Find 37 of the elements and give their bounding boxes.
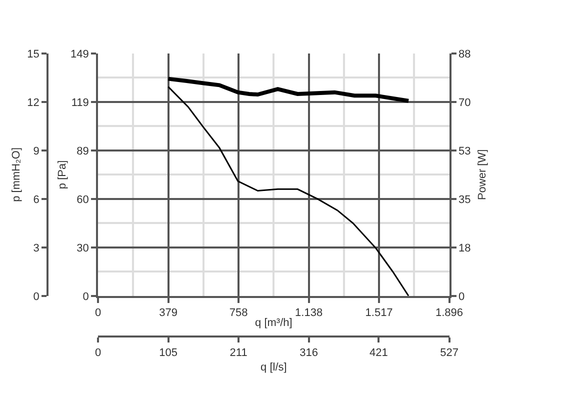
y3-tick-label: 15 (27, 48, 40, 60)
x-tick-label: 379 (159, 307, 178, 320)
y3-tick-label: 12 (27, 96, 40, 109)
y3-axis-title: p [mmH₂O] (10, 147, 22, 202)
y-tick-label: 0 (82, 290, 89, 303)
y-tick-label: 149 (70, 48, 89, 60)
y3-tick-label: 3 (33, 242, 40, 254)
y3-tick-label: 6 (33, 194, 40, 206)
x2-tick-label: 421 (369, 346, 388, 359)
y3-tick-label: 0 (33, 290, 40, 303)
y2-axis-title: Power [W] (476, 149, 488, 200)
y3-tick-label: 9 (33, 145, 40, 158)
y-tick-label: 89 (76, 145, 89, 158)
x2-axis-title: q [l/s] (260, 362, 287, 374)
y2-tick-label: 53 (458, 145, 471, 158)
x-tick-label: 1.517 (365, 307, 393, 320)
x-tick-label: 1.138 (295, 307, 323, 320)
y-axis-title: p [Pa] (56, 160, 69, 190)
x-tick-label: 1.896 (436, 307, 464, 320)
y-tick-label: 30 (76, 242, 89, 254)
x-tick-label: 0 (95, 307, 102, 320)
y2-tick-label: 70 (458, 96, 471, 109)
line-series (168, 86, 410, 296)
x2-tick-label: 527 (440, 346, 458, 359)
y2-tick-label: 0 (458, 290, 465, 303)
y2-tick-label: 35 (458, 194, 471, 206)
x-axis-title: q [m³/h] (255, 316, 292, 329)
x2-tick-label: 0 (95, 346, 102, 359)
y2-tick-label: 18 (458, 242, 471, 254)
y-tick-label: 60 (76, 194, 89, 206)
x2-tick-label: 211 (230, 346, 248, 359)
y-tick-label: 119 (71, 96, 89, 109)
y2-tick-label: 88 (458, 48, 471, 60)
x-tick-label: 758 (229, 307, 248, 320)
line-series (166, 76, 411, 103)
x2-tick-label: 105 (159, 346, 178, 359)
x2-tick-label: 316 (300, 346, 318, 359)
